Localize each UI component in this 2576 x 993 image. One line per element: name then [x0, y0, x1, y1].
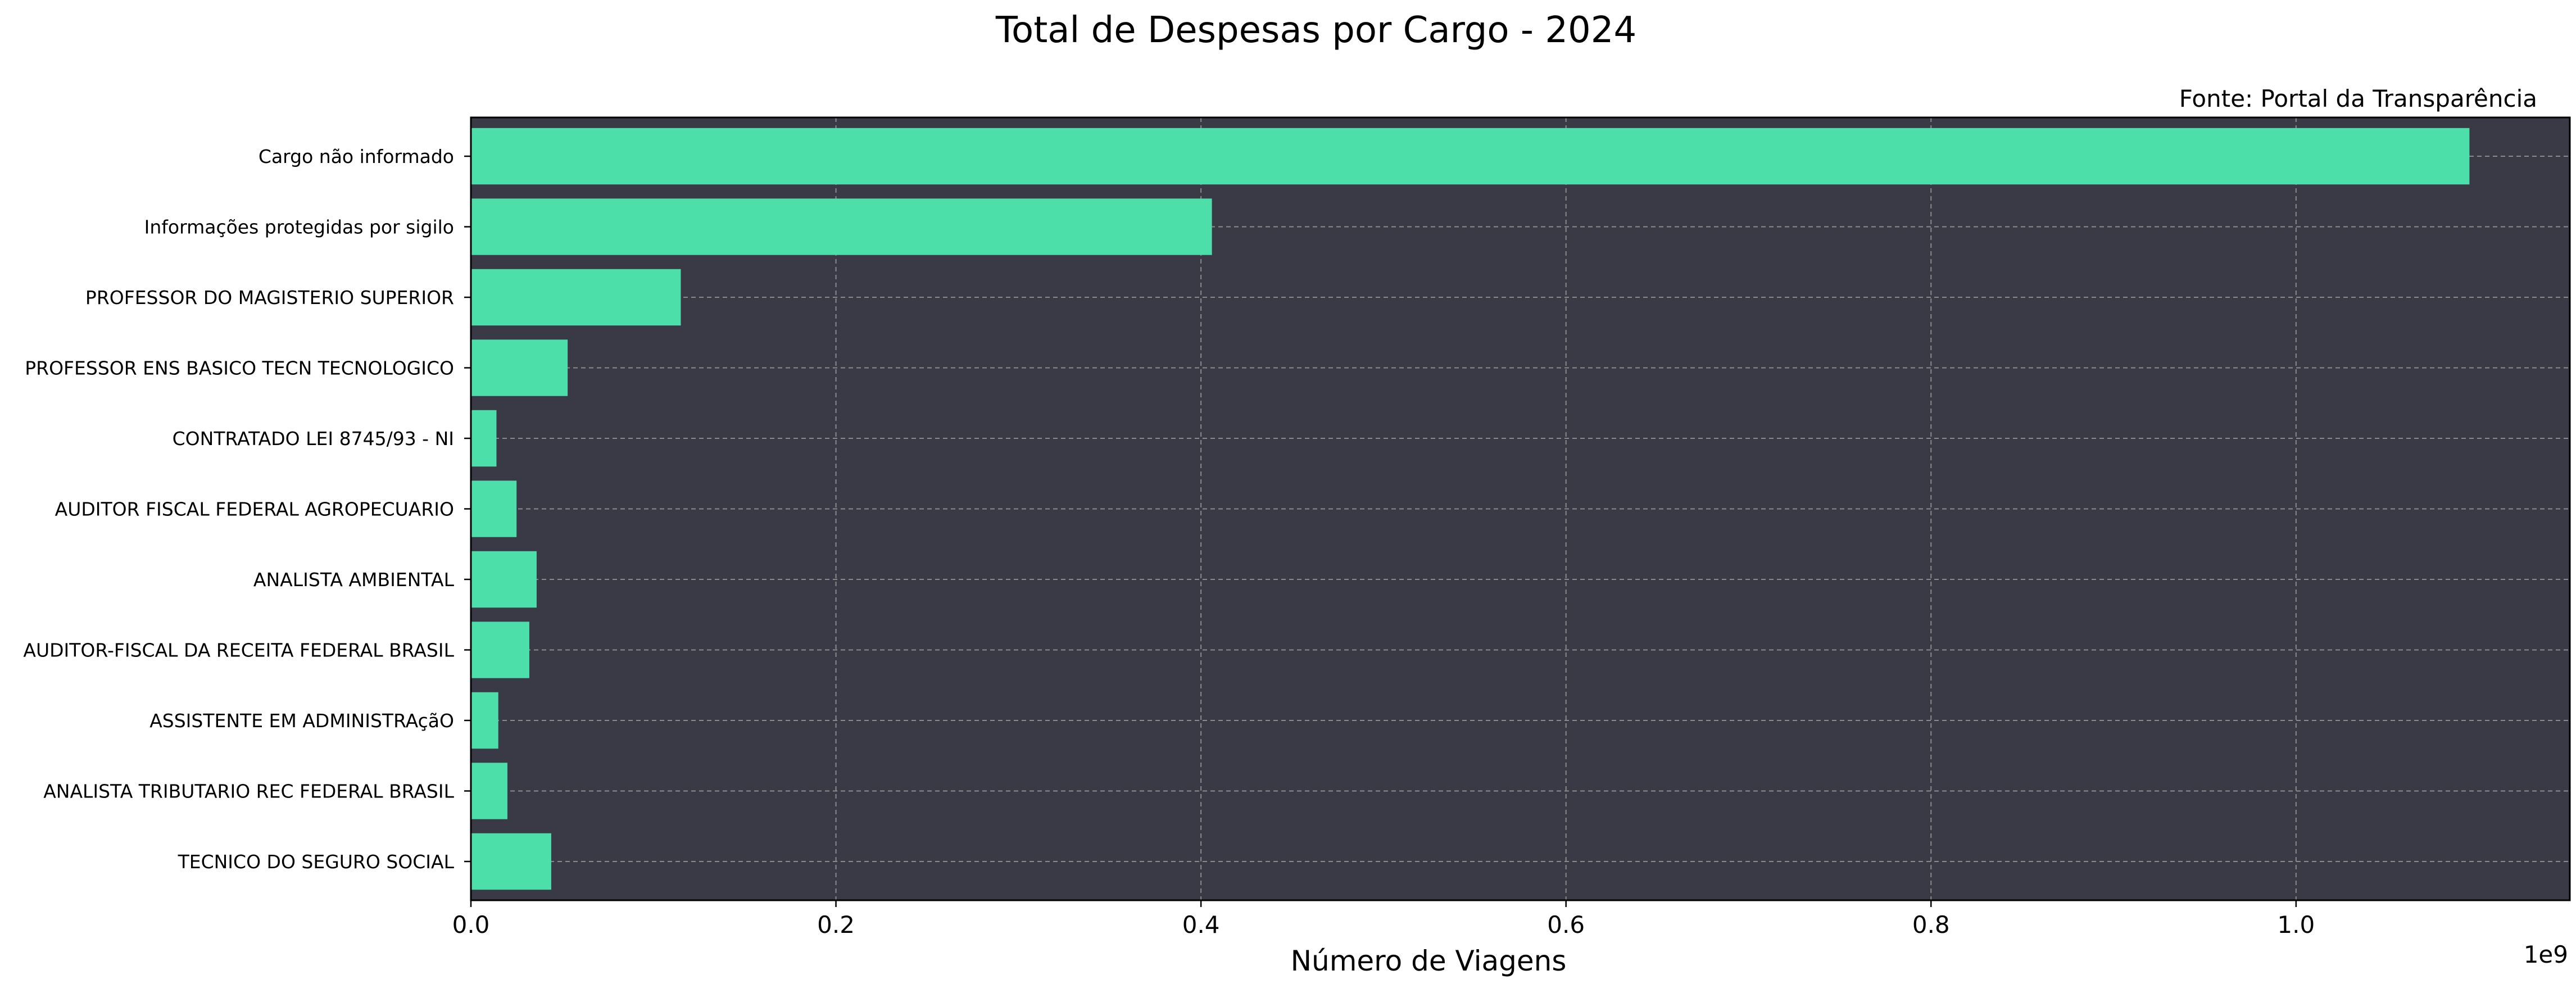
bar-10: [471, 763, 507, 819]
x-tick-label: 0.6: [1547, 911, 1585, 938]
x-tick-label: 0.4: [1182, 911, 1220, 938]
y-tick-label: CONTRATADO LEI 8745/93 - NI: [173, 428, 454, 450]
chart-title: Total de Despesas por Cargo - 2024: [995, 10, 1636, 51]
bar-2: [471, 198, 1212, 255]
y-tick-label: PROFESSOR DO MAGISTERIO SUPERIOR: [85, 287, 454, 309]
y-tick-label: Informações protegidas por sigilo: [144, 216, 454, 238]
x-tick-label: 0.0: [452, 911, 490, 938]
x-tick-label: 1.0: [2277, 911, 2315, 938]
y-tick-label: TECNICO DO SEGURO SOCIAL: [178, 851, 455, 873]
y-tick-label: ANALISTA AMBIENTAL: [253, 569, 455, 591]
bar-4: [471, 339, 568, 396]
bar-5: [471, 410, 497, 467]
bar-9: [471, 692, 498, 749]
y-tick-label: PROFESSOR ENS BASICO TECN TECNOLOGICO: [25, 357, 454, 379]
y-tick-label: AUDITOR-FISCAL DA RECEITA FEDERAL BRASIL: [23, 639, 454, 661]
bar-8: [471, 622, 529, 678]
y-tick-label: ANALISTA TRIBUTARIO REC FEDERAL BRASIL: [43, 780, 454, 802]
y-tick-label: AUDITOR FISCAL FEDERAL AGROPECUARIO: [55, 498, 454, 520]
x-tick-label: 0.2: [817, 911, 855, 938]
bar-7: [471, 551, 537, 608]
x-tick-label: 0.8: [1912, 911, 1950, 938]
y-tick-label: Cargo não informado: [258, 146, 454, 167]
x-axis-label: Número de Viagens: [1291, 945, 1567, 977]
bar-3: [471, 269, 681, 326]
bar-11: [471, 833, 551, 890]
x-axis-offset-label: 1e9: [2524, 941, 2568, 968]
source-note: Fonte: Portal da Transparência: [2179, 85, 2537, 112]
bar-6: [471, 480, 517, 537]
bar-1: [471, 128, 2470, 185]
y-tick-label: ASSISTENTE EM ADMINISTRAçãO: [149, 710, 454, 732]
